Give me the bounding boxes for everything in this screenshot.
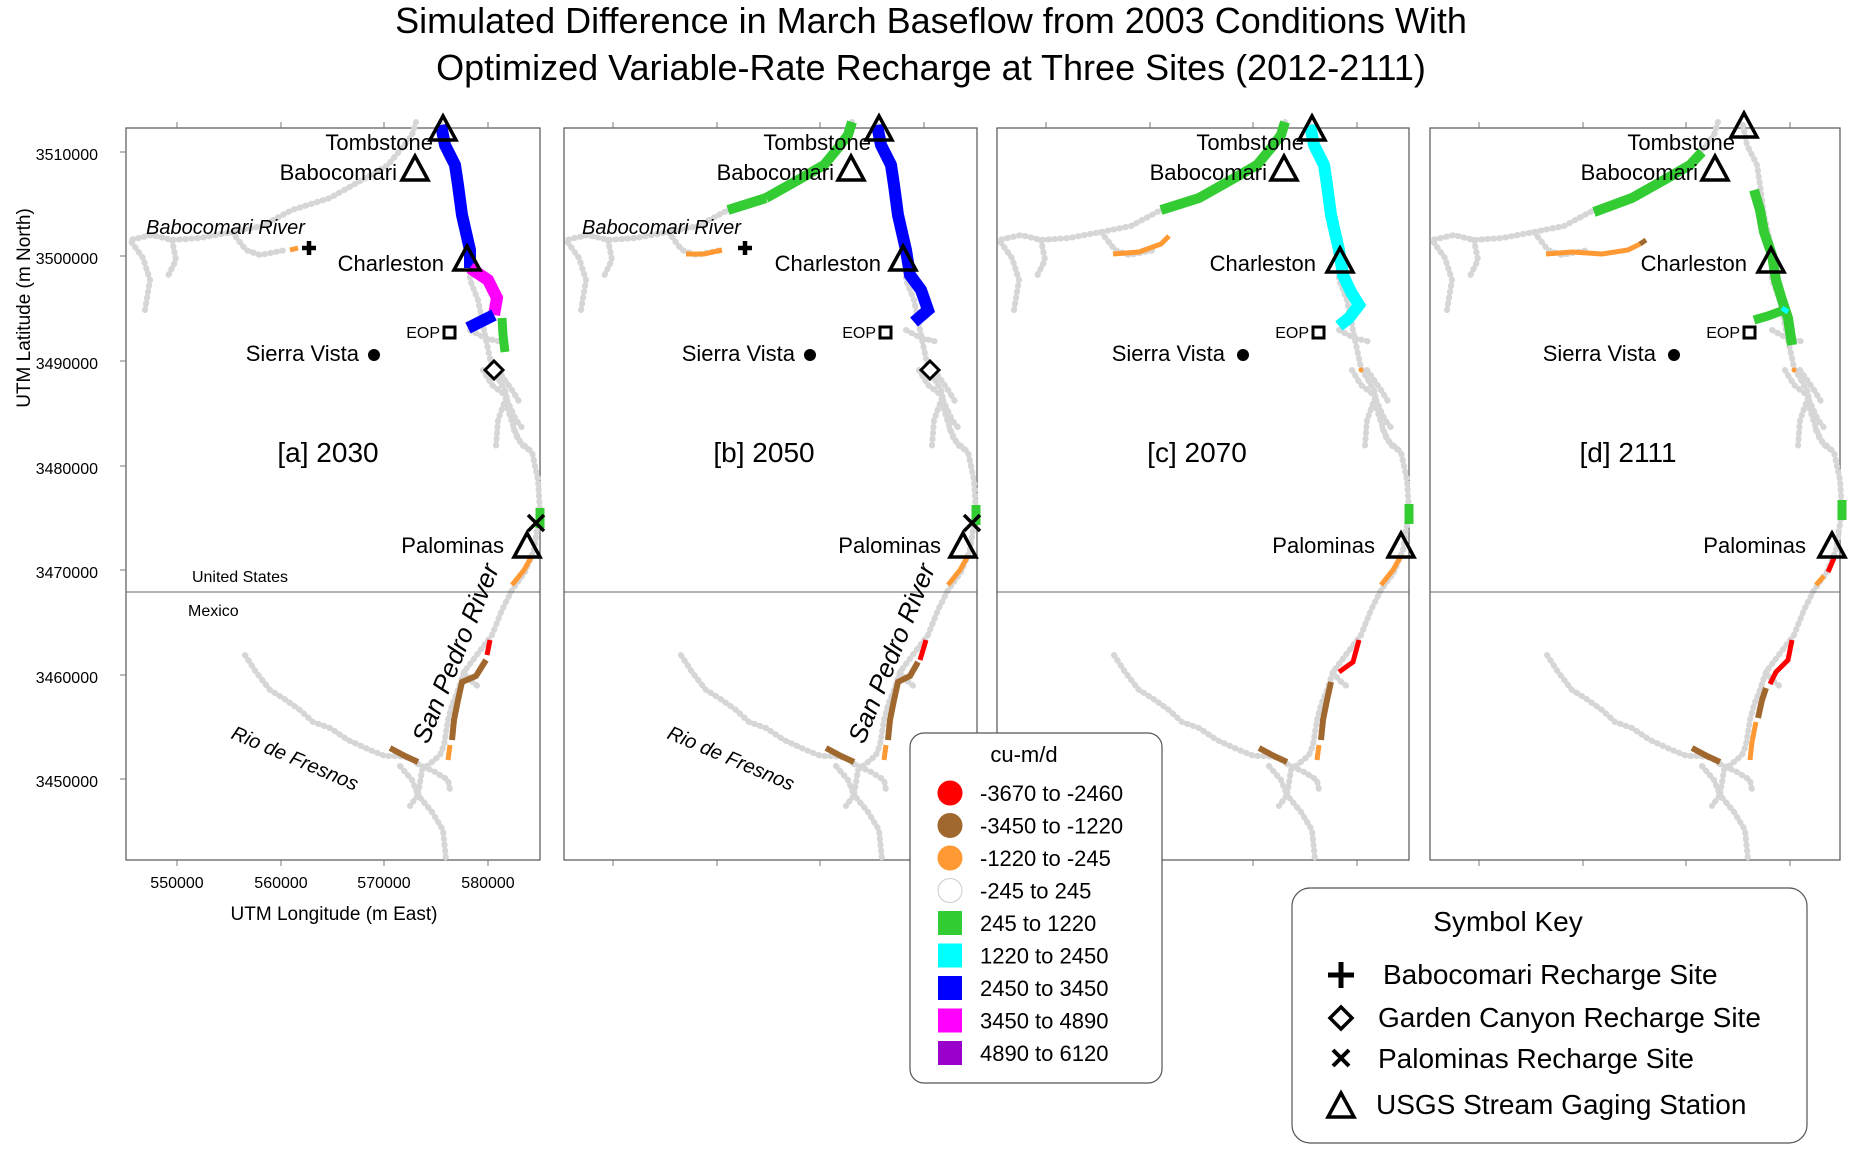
legend-swatch	[938, 911, 962, 935]
legend-label: -3670 to -2460	[980, 781, 1123, 806]
value-legend: cu-m/d -3670 to -2460 -3450 to -1220 -1220…	[909, 732, 1163, 1084]
legend-title: cu-m/d	[990, 742, 1057, 767]
legend-swatch	[938, 943, 962, 968]
babocomari-recharge-plus-icon	[302, 241, 316, 255]
legend-label: -1220 to -245	[980, 846, 1111, 871]
sierra-vista-icon	[1237, 349, 1249, 361]
legend-swatch	[937, 813, 963, 838]
eop-label: EOP	[842, 325, 876, 342]
y-axis: 3510000 3500000 3490000 3480000 3470000 …	[36, 147, 98, 791]
y-tick-label: 3470000	[36, 565, 98, 582]
tombstone-label: Tombstone	[1627, 130, 1735, 155]
palominas-label: Palominas	[1703, 533, 1806, 558]
sierra-vista-label: Sierra Vista	[246, 341, 360, 366]
palominas-label: Palominas	[401, 533, 504, 558]
diamond-icon	[1327, 1004, 1355, 1032]
legend-label: 1220 to 2450	[980, 944, 1108, 969]
title-line-1: Simulated Difference in March Baseflow f…	[395, 0, 1467, 41]
legend-swatch	[938, 1041, 962, 1065]
sierra-vista-label: Sierra Vista	[682, 341, 796, 366]
babocomari-label: Babocomari	[1581, 160, 1698, 185]
plus-icon	[1328, 962, 1354, 988]
charleston-label: Charleston	[775, 251, 881, 276]
legend-swatch	[937, 780, 963, 806]
legend-label: -245 to 245	[980, 879, 1091, 904]
legend-swatch	[938, 1008, 962, 1033]
united-states-label: United States	[192, 569, 288, 586]
garden-canyon-diamond-icon	[482, 358, 506, 382]
legend-label: 3450 to 4890	[980, 1009, 1108, 1034]
y-tick-label: 3510000	[36, 147, 98, 164]
x-axis: 550000 560000 570000 580000	[150, 875, 514, 892]
eop-icon	[1742, 325, 1757, 340]
y-tick-label: 3460000	[36, 670, 98, 687]
tombstone-label: Tombstone	[1196, 130, 1304, 155]
eop-icon	[1311, 325, 1326, 340]
sierra-vista-label: Sierra Vista	[1112, 341, 1226, 366]
legend-label: 4890 to 6120	[980, 1041, 1108, 1066]
symbol-key-item: USGS Stream Gaging Station	[1376, 1089, 1746, 1120]
palominas-x-icon	[962, 513, 982, 533]
legend-swatch	[937, 878, 963, 903]
charleston-label: Charleston	[338, 251, 444, 276]
babocomari-label: Babocomari	[1150, 160, 1267, 185]
legend-swatch	[937, 845, 963, 871]
sierra-vista-icon	[804, 349, 816, 361]
symbol-key-item: Palominas Recharge Site	[1378, 1043, 1694, 1074]
title-line-2: Optimized Variable-Rate Recharge at Thre…	[436, 47, 1426, 88]
symbol-key-item: Babocomari Recharge Site	[1383, 959, 1718, 990]
mexico-label: Mexico	[188, 603, 239, 620]
y-tick-label: 3490000	[36, 356, 98, 373]
sierra-vista-label: Sierra Vista	[1543, 341, 1657, 366]
x-axis-label: UTM Longitude (m East)	[231, 904, 438, 925]
map-panel-d: Tombstone Babocomari Charleston EOP Sier…	[1430, 111, 1847, 866]
charleston-label: Charleston	[1210, 251, 1316, 276]
eop-icon	[878, 325, 893, 340]
babocomari-label: Babocomari	[717, 160, 834, 185]
y-tick-label: 3480000	[36, 461, 98, 478]
sierra-vista-icon	[368, 349, 380, 361]
babocomari-recharge-plus-icon	[738, 241, 752, 255]
x-tick-label: 560000	[254, 875, 307, 892]
eop-label: EOP	[406, 325, 440, 342]
garden-canyon-diamond-icon	[918, 358, 942, 382]
legend-label: -3450 to -1220	[980, 814, 1123, 839]
y-axis-label: UTM Latitude (m North)	[14, 208, 35, 408]
palominas-x-icon	[526, 513, 546, 533]
panel-d-label: [d] 2111	[1579, 437, 1676, 468]
x-icon	[1331, 1048, 1351, 1068]
legend-label: 2450 to 3450	[980, 976, 1108, 1001]
map-panel-a: United States Mexico Tombstone Babocomar…	[120, 114, 546, 866]
panel-b-label: [b] 2050	[713, 437, 814, 468]
eop-label: EOP	[1706, 325, 1740, 342]
babocomari-river-label: Babocomari River	[146, 217, 306, 239]
tombstone-label: Tombstone	[763, 130, 871, 155]
panel-c-label: [c] 2070	[1147, 437, 1247, 468]
tombstone-label: Tombstone	[325, 130, 433, 155]
symbol-key-item: Garden Canyon Recharge Site	[1378, 1002, 1761, 1033]
eop-icon	[442, 325, 457, 340]
symbol-key: Symbol Key Babocomari Recharge Site Gard…	[1291, 887, 1808, 1144]
legend-swatch	[938, 976, 962, 1000]
legend-label: 245 to 1220	[980, 911, 1096, 936]
y-tick-label: 3450000	[36, 774, 98, 791]
palominas-label: Palominas	[838, 533, 941, 558]
x-tick-label: 570000	[357, 875, 410, 892]
map-panel-b: Tombstone Babocomari Charleston EOP Sier…	[564, 114, 982, 866]
palominas-label: Palominas	[1272, 533, 1375, 558]
symbol-key-title: Symbol Key	[1433, 906, 1582, 937]
sierra-vista-icon	[1668, 349, 1680, 361]
panel-a-label: [a] 2030	[277, 437, 378, 468]
x-tick-label: 580000	[461, 875, 514, 892]
x-tick-label: 550000	[150, 875, 203, 892]
babocomari-label: Babocomari	[280, 160, 397, 185]
y-tick-label: 3500000	[36, 251, 98, 268]
babocomari-river-label: Babocomari River	[582, 217, 742, 239]
charleston-label: Charleston	[1641, 251, 1747, 276]
eop-label: EOP	[1275, 325, 1309, 342]
